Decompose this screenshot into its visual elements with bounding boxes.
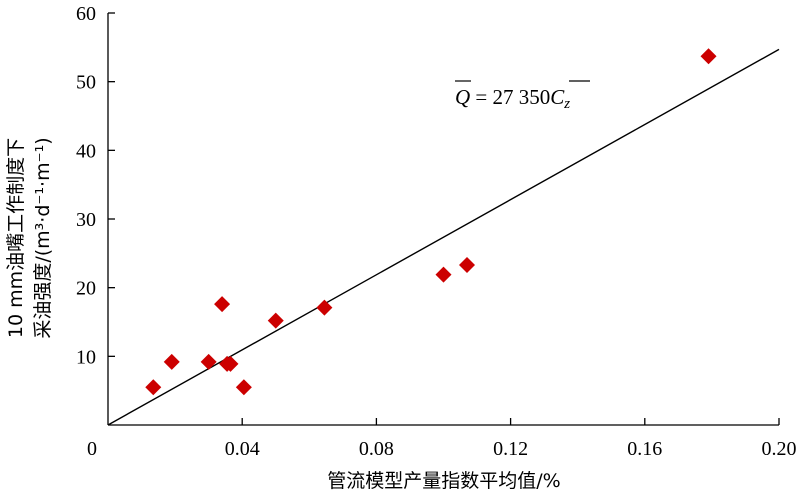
- annotation-equation: Q = 27 350Cz: [455, 85, 570, 112]
- x-tick-label: 0: [87, 438, 97, 460]
- annotation-rhs: C: [550, 85, 565, 109]
- data-points-layer: [145, 48, 717, 396]
- annotation-rhs-sub: z: [563, 96, 570, 112]
- y-tick-label: 50: [76, 72, 96, 94]
- y-tick-label: 30: [76, 209, 96, 231]
- data-point: [222, 355, 239, 372]
- data-point: [200, 353, 217, 370]
- y-tick-label: 40: [76, 140, 96, 162]
- y-tick-label: 20: [76, 278, 96, 300]
- y-tick-label: 60: [76, 3, 96, 25]
- data-point: [316, 299, 333, 316]
- y-axis-title-line2: 采油强度/(m³·d⁻¹·m⁻¹): [32, 137, 54, 338]
- y-tick-label: 10: [76, 346, 96, 368]
- data-point: [214, 296, 231, 313]
- data-point: [235, 379, 252, 396]
- x-tick-label: 0.20: [762, 438, 797, 460]
- annotation-lhs: Q: [455, 85, 470, 109]
- data-point: [700, 48, 717, 65]
- data-point: [267, 312, 284, 329]
- x-tick-label: 0.16: [627, 438, 662, 460]
- axes-layer: [107, 12, 780, 426]
- x-tick-label: 0.12: [493, 438, 528, 460]
- x-tick-label: 0.04: [225, 438, 260, 460]
- fit-line: [107, 48, 780, 426]
- annotation-eq: = 27 350: [470, 85, 550, 109]
- fit-line-layer: [107, 48, 780, 426]
- data-point: [145, 379, 162, 396]
- x-axis-title: 管流模型产量指数平均值/%: [327, 470, 560, 492]
- x-tick-label: 0.08: [359, 438, 394, 460]
- y-axis-title-line1: 10 mm油嘴工作制度下: [5, 138, 27, 338]
- data-point: [435, 266, 452, 283]
- data-point: [458, 257, 475, 274]
- tick-labels-layer: 10 20 30 40 50 60 0 0.04 0.08 0.12 0.16 0.20: [76, 3, 797, 460]
- data-point: [163, 353, 180, 370]
